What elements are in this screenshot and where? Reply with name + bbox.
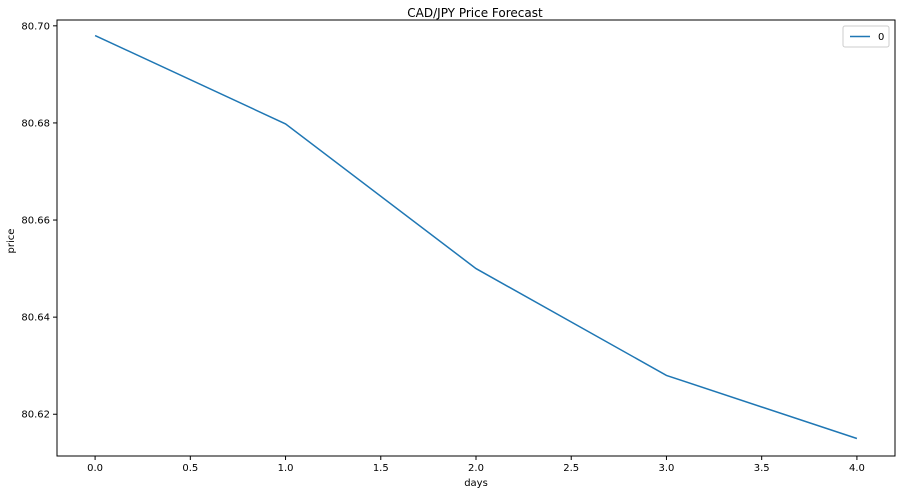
x-tick-label: 4.0 [849, 463, 865, 474]
chart-title: CAD/JPY Price Forecast [407, 6, 543, 20]
x-tick-label: 3.5 [754, 463, 770, 474]
x-axis-label: days [464, 478, 488, 489]
x-tick-label: 1.5 [373, 463, 389, 474]
y-axis-label: price [6, 229, 17, 254]
series-group [94, 34, 858, 440]
x-tick-label: 2.0 [468, 463, 484, 474]
y-axis-ticks: 80.62 80.64 80.66 80.68 80.70 [21, 21, 57, 421]
series-line [94, 34, 858, 440]
y-tick-label: 80.70 [21, 21, 50, 32]
y-tick-label: 80.66 [21, 216, 50, 227]
x-axis-ticks: 0.0 0.5 1.0 1.5 2.0 2.5 3.0 3.5 4.0 [87, 456, 865, 474]
x-tick-label: 2.5 [563, 463, 579, 474]
x-tick-label: 3.0 [659, 463, 675, 474]
y-tick-label: 80.64 [21, 313, 50, 324]
legend: 0 [842, 25, 890, 48]
x-tick-label: 1.0 [278, 463, 294, 474]
legend-label: 0 [878, 32, 884, 43]
x-tick-label: 0.5 [182, 463, 198, 474]
y-tick-label: 80.62 [21, 410, 50, 421]
plot-area [56, 19, 896, 457]
x-tick-label: 0.0 [87, 463, 103, 474]
y-tick-label: 80.68 [21, 118, 50, 129]
